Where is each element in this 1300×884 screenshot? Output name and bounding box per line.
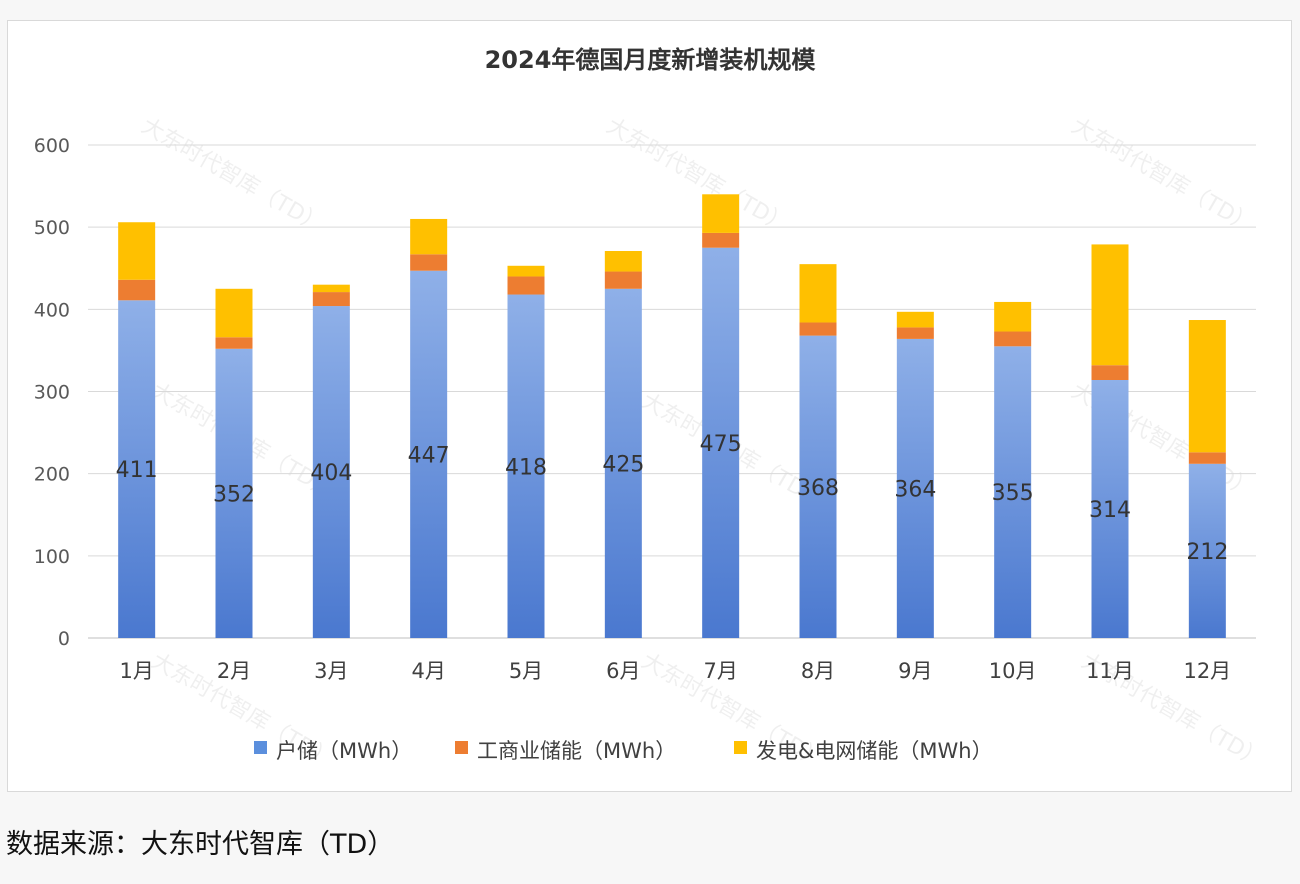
data-label: 418 [505,455,547,480]
bar-segment [702,232,740,248]
bar-segment [1188,463,1226,638]
y-tick-label: 600 [34,135,70,157]
data-label: 368 [797,476,839,501]
y-tick-label: 100 [34,546,70,568]
bar-segment [507,276,545,295]
data-label: 364 [894,477,936,502]
y-tick-label: 500 [34,217,70,239]
bar-segment [799,322,837,336]
data-labels: 1月 411 2月 352 3月 404 4月 447 5月 418 6月 425 7月 475 8月 368… [116,432,1232,683]
bar-segment [702,194,740,233]
legend-swatch [734,741,747,754]
x-tick-label: 5月 [509,659,543,683]
data-label: 355 [992,481,1034,506]
bar-segment [994,346,1032,638]
x-tick-label: 2月 [217,659,251,683]
x-tick-label: 1月 [119,659,153,683]
bar-segment [896,311,934,328]
x-tick-label: 8月 [801,659,835,683]
bar-segment [215,348,253,638]
watermark-text: 大东时代智库（TD） [137,114,328,239]
bar-segment [994,301,1032,332]
legend-label: 工商业储能（MWh） [477,739,676,763]
x-tick-label: 7月 [703,659,737,683]
y-tick-label: 200 [34,464,70,486]
data-label: 425 [602,452,644,477]
data-label: 411 [116,458,158,483]
bar-segment [896,327,934,339]
bar-segment [215,337,253,349]
bar-segment [604,271,642,289]
x-tick-label: 6月 [606,659,640,683]
data-label: 475 [700,432,742,457]
x-tick-label: 12月 [1183,659,1231,683]
legend: 户储（MWh） 工商业储能（MWh） 发电&电网储能（MWh） [254,739,993,763]
bar-segment [1091,365,1129,380]
bar-segment [118,279,156,301]
bar-segment [994,331,1032,347]
bar-segment [1091,379,1129,638]
data-label: 314 [1089,498,1131,523]
data-label: 212 [1186,540,1228,565]
gridlines: 0 100 200 300 400 500 600 [34,135,1256,650]
x-tick-label: 3月 [314,659,348,683]
x-tick-label: 11月 [1086,659,1134,683]
data-label: 352 [213,482,255,507]
data-label: 404 [310,461,352,486]
bar-segment [410,254,448,271]
y-tick-label: 300 [34,382,70,404]
x-tick-label: 4月 [411,659,445,683]
bar-segment [118,300,156,638]
watermark-text: 大东时代智库（TD） [602,114,793,239]
bar-segment [1188,452,1226,464]
legend-label: 户储（MWh） [276,739,412,763]
x-tick-label: 9月 [898,659,932,683]
bar-segment [1091,244,1129,366]
data-label: 447 [408,443,450,468]
bar-segment [604,250,642,272]
source-note: 数据来源：大东时代智库（TD） [6,829,395,860]
bar-segment [312,292,350,307]
watermark-text: 大东时代智库（TD） [1067,114,1258,239]
bar-segment [604,288,642,638]
chart-title: 2024年德国月度新增装机规模 [484,46,816,74]
y-tick-label: 400 [34,299,70,321]
bar-segment [799,264,837,323]
bar-segment [215,288,253,338]
bar-segment [118,222,156,280]
bar-segment [702,247,740,639]
bar-segment [410,270,448,638]
bar-segment [507,294,545,638]
bars [118,194,1226,639]
y-tick-label: 0 [58,628,70,650]
bar-segment [1188,320,1226,453]
legend-swatch [254,741,267,754]
bar-segment [410,218,448,255]
x-tick-label: 10月 [989,659,1037,683]
bar-segment [312,284,350,293]
bar-segment [312,306,350,638]
bar-segment [799,335,837,638]
legend-label: 发电&电网储能（MWh） [756,739,993,763]
bar-segment [507,265,545,277]
legend-swatch [455,741,468,754]
bar-segment [896,338,934,638]
